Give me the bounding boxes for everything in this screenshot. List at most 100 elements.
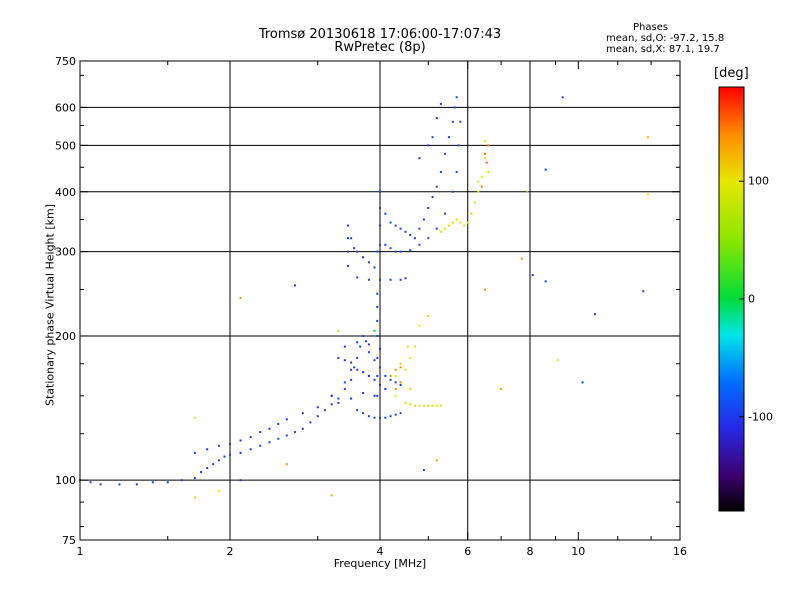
data-point bbox=[466, 221, 469, 224]
phases-x-stats: mean, sd,X: 87.1, 19.7 bbox=[606, 44, 720, 55]
data-point bbox=[379, 190, 381, 193]
data-point bbox=[212, 463, 215, 466]
data-point bbox=[404, 277, 407, 280]
data-point bbox=[394, 394, 397, 397]
data-point bbox=[376, 394, 379, 397]
data-point bbox=[223, 455, 226, 458]
data-point bbox=[389, 221, 392, 224]
data-point bbox=[356, 250, 359, 253]
data-point bbox=[409, 403, 412, 406]
data-point bbox=[229, 442, 231, 445]
data-point bbox=[399, 381, 402, 384]
data-point bbox=[373, 394, 376, 397]
data-point bbox=[193, 496, 196, 499]
data-point bbox=[180, 479, 183, 482]
data-point bbox=[362, 256, 365, 259]
data-point bbox=[435, 185, 438, 188]
points-layer bbox=[79, 96, 649, 499]
data-point bbox=[330, 394, 333, 397]
data-point bbox=[229, 453, 231, 456]
data-point bbox=[443, 152, 446, 155]
data-point bbox=[394, 250, 397, 253]
data-point bbox=[480, 185, 483, 188]
data-point bbox=[439, 404, 442, 407]
x-tick-label: 6 bbox=[464, 545, 471, 558]
data-point bbox=[561, 96, 564, 99]
data-point bbox=[337, 356, 340, 359]
data-point bbox=[379, 366, 381, 369]
data-point bbox=[484, 140, 487, 143]
data-point bbox=[457, 144, 460, 147]
grid-layer bbox=[80, 61, 680, 540]
data-point bbox=[301, 412, 304, 415]
data-point bbox=[477, 190, 480, 193]
data-point bbox=[293, 431, 296, 434]
data-point bbox=[544, 280, 547, 283]
data-point bbox=[455, 96, 458, 99]
data-point bbox=[350, 237, 353, 240]
data-point bbox=[394, 381, 397, 384]
data-point bbox=[99, 483, 102, 486]
data-point bbox=[394, 374, 397, 377]
data-point bbox=[367, 351, 370, 354]
data-point bbox=[413, 237, 416, 240]
data-point bbox=[399, 383, 402, 386]
data-point bbox=[362, 392, 365, 395]
data-point bbox=[217, 444, 220, 447]
data-point bbox=[277, 422, 280, 425]
data-point bbox=[376, 356, 379, 359]
data-point bbox=[343, 359, 346, 362]
phases-title: Phases bbox=[633, 22, 669, 33]
data-point bbox=[451, 120, 454, 123]
data-point bbox=[435, 227, 438, 230]
data-point bbox=[309, 421, 312, 424]
data-point bbox=[435, 117, 438, 120]
data-point bbox=[439, 170, 442, 173]
data-point bbox=[316, 415, 319, 418]
data-point bbox=[394, 387, 397, 390]
x-tick-label: 2 bbox=[227, 545, 234, 558]
data-point bbox=[373, 416, 376, 419]
data-point bbox=[346, 250, 349, 253]
data-point bbox=[484, 157, 487, 160]
data-point bbox=[350, 378, 353, 381]
data-point bbox=[376, 319, 379, 322]
data-point bbox=[394, 368, 397, 371]
data-point bbox=[389, 278, 392, 281]
data-point bbox=[435, 459, 438, 462]
data-point bbox=[435, 404, 438, 407]
data-point bbox=[439, 102, 442, 105]
data-point bbox=[353, 247, 356, 250]
data-point bbox=[367, 278, 370, 281]
data-point bbox=[249, 448, 252, 451]
data-point bbox=[217, 489, 220, 492]
data-point bbox=[193, 477, 196, 480]
data-point bbox=[389, 415, 392, 418]
data-point bbox=[427, 404, 430, 407]
data-point bbox=[200, 470, 203, 473]
data-point bbox=[422, 218, 425, 221]
data-point bbox=[399, 227, 402, 230]
data-point bbox=[484, 288, 487, 291]
data-point bbox=[487, 170, 490, 173]
data-point bbox=[259, 431, 262, 434]
data-point bbox=[217, 459, 220, 462]
data-point bbox=[427, 206, 430, 209]
data-point bbox=[346, 264, 349, 267]
x-tick-label: 1 bbox=[77, 545, 84, 558]
data-point bbox=[399, 362, 402, 365]
data-point bbox=[556, 359, 559, 362]
data-point bbox=[427, 237, 430, 240]
y-tick-label: 600 bbox=[55, 101, 76, 114]
data-point bbox=[422, 469, 425, 472]
data-point bbox=[359, 345, 362, 348]
data-point bbox=[455, 218, 458, 221]
data-point bbox=[447, 224, 450, 227]
colorbar-tick-label: -100 bbox=[748, 410, 773, 424]
data-point bbox=[353, 366, 356, 369]
data-point bbox=[376, 334, 379, 337]
data-point bbox=[484, 152, 487, 155]
data-point bbox=[487, 144, 490, 147]
data-point bbox=[439, 230, 442, 233]
data-point bbox=[455, 170, 458, 173]
